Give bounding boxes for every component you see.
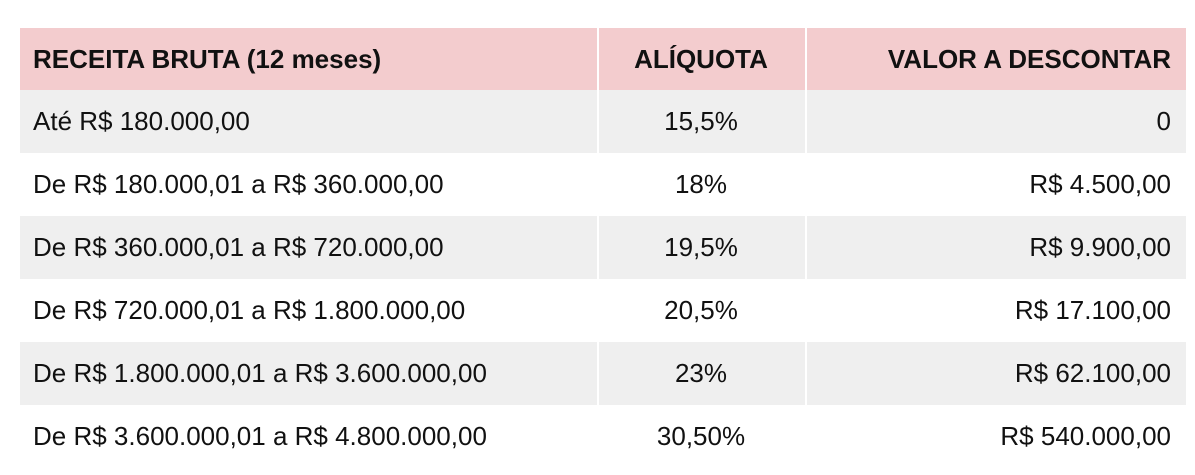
table-row: De R$ 3.600.000,01 a R$ 4.800.000,00 30,… — [20, 405, 1186, 468]
cell-valor-a-descontar: R$ 9.900,00 — [807, 216, 1186, 279]
table-body: Até R$ 180.000,00 15,5% 0 De R$ 180.000,… — [20, 90, 1186, 468]
cell-aliquota: 30,50% — [599, 405, 807, 468]
cell-aliquota: 19,5% — [599, 216, 807, 279]
cell-valor-a-descontar: R$ 4.500,00 — [807, 153, 1186, 216]
tax-rate-table: RECEITA BRUTA (12 meses) ALÍQUOTA VALOR … — [20, 28, 1186, 468]
cell-aliquota: 15,5% — [599, 90, 807, 153]
cell-valor-a-descontar: R$ 62.100,00 — [807, 342, 1186, 405]
table-row: De R$ 360.000,01 a R$ 720.000,00 19,5% R… — [20, 216, 1186, 279]
table-row: De R$ 180.000,01 a R$ 360.000,00 18% R$ … — [20, 153, 1186, 216]
cell-receita-bruta: Até R$ 180.000,00 — [20, 90, 599, 153]
cell-receita-bruta: De R$ 720.000,01 a R$ 1.800.000,00 — [20, 279, 599, 342]
cell-valor-a-descontar: R$ 17.100,00 — [807, 279, 1186, 342]
table-row: De R$ 1.800.000,01 a R$ 3.600.000,00 23%… — [20, 342, 1186, 405]
cell-valor-a-descontar: 0 — [807, 90, 1186, 153]
header-receita-bruta: RECEITA BRUTA (12 meses) — [20, 28, 599, 90]
table-header: RECEITA BRUTA (12 meses) ALÍQUOTA VALOR … — [20, 28, 1186, 90]
header-aliquota: ALÍQUOTA — [599, 28, 807, 90]
cell-aliquota: 23% — [599, 342, 807, 405]
header-row: RECEITA BRUTA (12 meses) ALÍQUOTA VALOR … — [20, 28, 1186, 90]
cell-receita-bruta: De R$ 1.800.000,01 a R$ 3.600.000,00 — [20, 342, 599, 405]
cell-receita-bruta: De R$ 3.600.000,01 a R$ 4.800.000,00 — [20, 405, 599, 468]
cell-receita-bruta: De R$ 180.000,01 a R$ 360.000,00 — [20, 153, 599, 216]
cell-aliquota: 20,5% — [599, 279, 807, 342]
cell-aliquota: 18% — [599, 153, 807, 216]
table-row: De R$ 720.000,01 a R$ 1.800.000,00 20,5%… — [20, 279, 1186, 342]
header-valor-a-descontar: VALOR A DESCONTAR — [807, 28, 1186, 90]
table-row: Até R$ 180.000,00 15,5% 0 — [20, 90, 1186, 153]
cell-receita-bruta: De R$ 360.000,01 a R$ 720.000,00 — [20, 216, 599, 279]
cell-valor-a-descontar: R$ 540.000,00 — [807, 405, 1186, 468]
